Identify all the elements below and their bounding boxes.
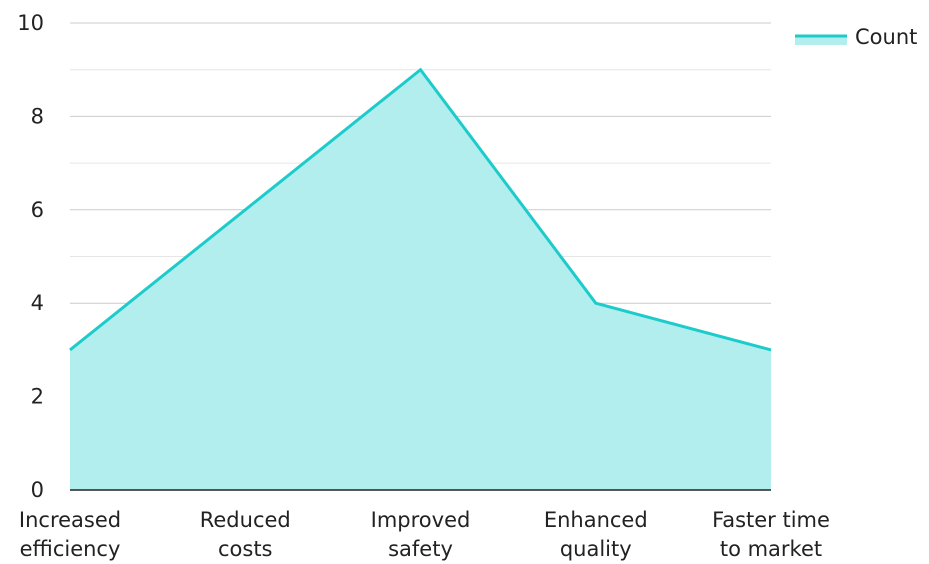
x-tick-label: Reduced costs: [200, 508, 291, 561]
y-tick-labels: 0 2 4 6 8 10: [17, 11, 44, 502]
legend-label: Count: [855, 25, 917, 49]
area-series: [69, 67, 772, 490]
x-tick-label: Enhanced quality: [544, 508, 648, 561]
x-tick-labels: Increased efficiency Reduced costs Improved s…: [19, 508, 830, 561]
x-tick-label: Faster time to market: [712, 508, 830, 561]
y-tick-label: 0: [31, 478, 44, 502]
area-fill: [70, 69, 771, 490]
x-tick-label: Increased efficiency: [19, 508, 121, 561]
legend: Count: [795, 25, 917, 49]
y-tick-label: 10: [17, 11, 44, 35]
legend-swatch-fill: [795, 35, 847, 45]
y-tick-label: 6: [31, 198, 44, 222]
y-tick-label: 4: [31, 291, 44, 315]
y-tick-label: 2: [31, 385, 44, 409]
y-tick-label: 8: [31, 104, 44, 128]
x-tick-label: Improved safety: [371, 508, 471, 561]
